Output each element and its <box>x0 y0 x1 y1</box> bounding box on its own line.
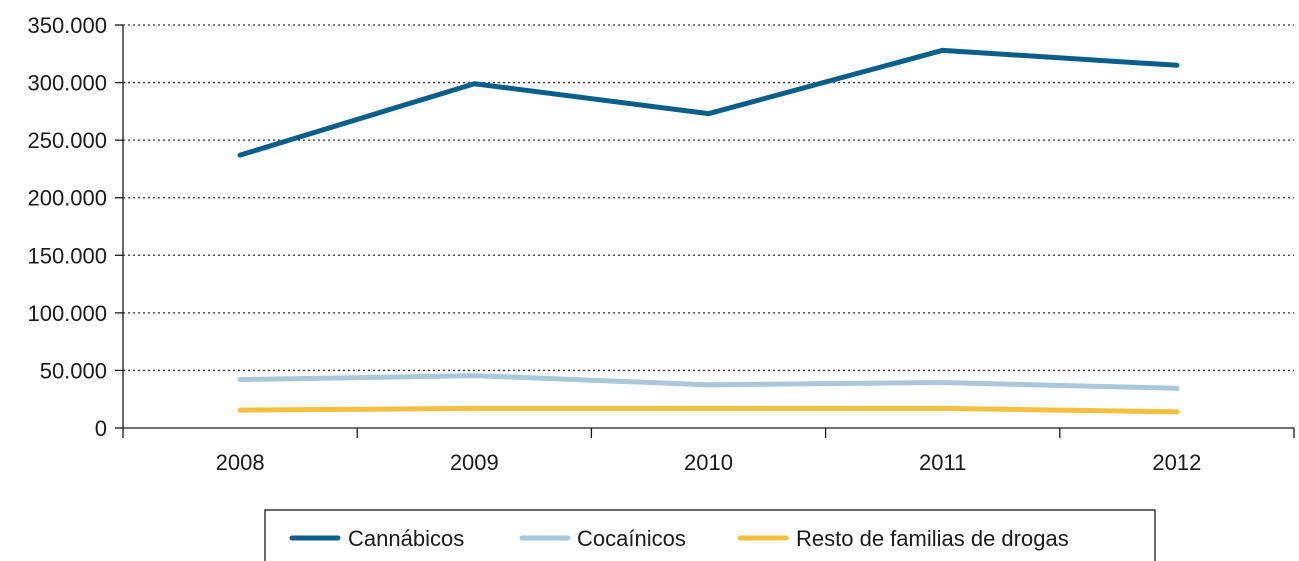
legend-label: Resto de familias de drogas <box>796 526 1069 551</box>
legend: Cannábicos Cocaínicos Resto de familias de… <box>264 509 1156 561</box>
legend-box <box>264 509 1156 561</box>
series-line-0 <box>237 47 1180 158</box>
gridlines <box>123 24 1294 372</box>
y-tick-label: 150.000 <box>27 243 107 268</box>
series-line-1 <box>237 373 1180 391</box>
series-line-2 <box>237 405 1180 415</box>
x-tick-label: 2010 <box>684 450 733 475</box>
x-tick-label: 2008 <box>216 450 265 475</box>
x-tick-label: 2012 <box>1152 450 1201 475</box>
y-tick-label: 350.000 <box>27 13 107 38</box>
y-tick-label: 250.000 <box>27 128 107 153</box>
y-tick-label: 200.000 <box>27 186 107 211</box>
legend-label: Cannábicos <box>348 526 464 551</box>
axes: 0 50.000 100.000 150.000 200.000 250.000 300.0… <box>27 13 1295 475</box>
x-tick-label: 2011 <box>919 450 966 475</box>
x-tick-label: 2009 <box>450 450 499 475</box>
y-tick-label: 50.000 <box>40 358 107 383</box>
y-tick-label: 300.000 <box>27 71 107 96</box>
y-tick-label: 0 <box>95 416 107 441</box>
y-tick-label: 100.000 <box>27 301 107 326</box>
series-lines <box>237 47 1180 415</box>
legend-label: Cocaínicos <box>577 526 686 551</box>
